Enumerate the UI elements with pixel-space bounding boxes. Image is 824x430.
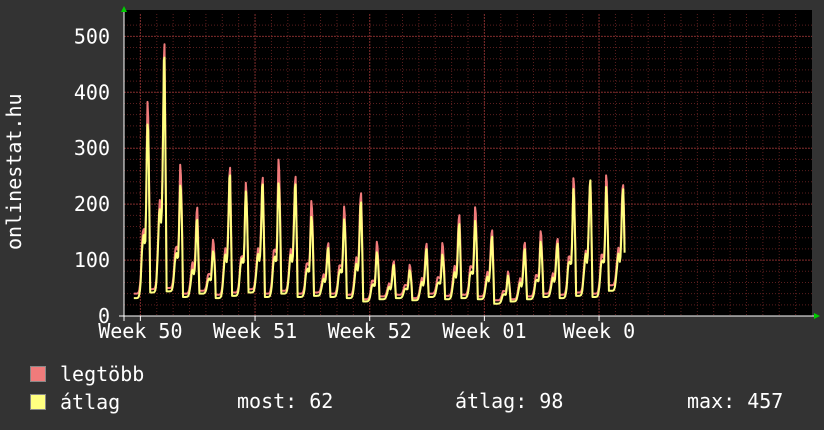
y-tick-label: 300 (74, 136, 110, 160)
x-tick-label: Week 51 (213, 319, 297, 340)
legend-swatch-max (30, 366, 46, 382)
legend-item-max: legtöbb (30, 362, 144, 386)
y-tick-label: 0 (98, 304, 110, 328)
y-tick-label: 400 (74, 80, 110, 104)
stat-maximum: max: 457 (687, 389, 784, 413)
x-tick-label: Week 50 (98, 319, 182, 340)
y-tick-label: 500 (74, 24, 110, 48)
y-axis-label: onlinestat.hu (2, 93, 26, 250)
y-tick-label: 100 (74, 248, 110, 272)
legend-label-avg: átlag (60, 390, 121, 414)
legend-item-avg: átlag (30, 390, 120, 414)
y-axis-arrow-icon (121, 6, 127, 12)
chart: 0 100 200 300 400 500 Week 50 Week 51 Week 52 Wee… (74, 6, 820, 340)
y-tick-label: 200 (74, 192, 110, 216)
x-axis-arrow-icon (814, 313, 820, 319)
legend-label-max: legtöbb (60, 362, 145, 386)
x-tick-label: Week 52 (328, 319, 412, 340)
legend-swatch-avg (30, 394, 46, 410)
x-tick-label: Week 0 (563, 319, 635, 340)
series-line-avg (133, 56, 626, 305)
x-tick-label: Week 01 (442, 319, 526, 340)
stat-current: most: 62 (237, 389, 334, 413)
plot-area (124, 10, 812, 316)
stat-average: átlag: 98 (455, 389, 564, 413)
